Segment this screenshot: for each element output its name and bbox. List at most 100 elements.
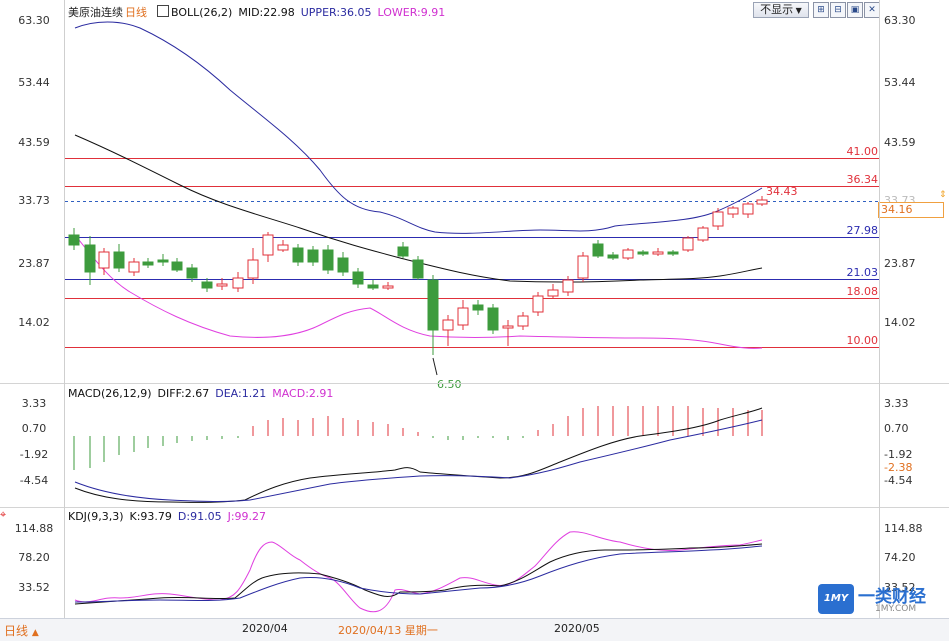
candle-body (427, 279, 439, 331)
y-tick-right: 43.59 (884, 136, 916, 149)
symbol-name: 美原油连续 (68, 6, 123, 19)
candle-body (592, 243, 604, 257)
date-label: 2020/05 (554, 622, 600, 635)
candle-body (607, 254, 619, 259)
candle-body (517, 315, 529, 327)
pane-separator[interactable] (0, 507, 949, 508)
hide-button-label: 不显示 (760, 3, 794, 16)
candle-body (128, 261, 140, 273)
boll-label: BOLL(26,2) (171, 6, 233, 19)
macd-tick-right: -4.54 (884, 474, 913, 487)
bottom-bar (0, 618, 949, 641)
kdj-tick: 114.88 (14, 522, 54, 535)
candle-body (352, 271, 364, 285)
kdj-tick-right: 114.88 (884, 522, 923, 535)
kdj-tick-right: 33.52 (884, 581, 916, 594)
boll-lower: LOWER:9.91 (377, 6, 446, 19)
zoom-out-icon[interactable]: ⊟ (830, 2, 846, 18)
candle-body (412, 259, 424, 279)
candle-body (382, 285, 394, 289)
macd-tick-right: -1.92 (884, 448, 913, 461)
macd-tick-right: 3.33 (884, 397, 909, 410)
macd-tick-right: 0.70 (884, 422, 909, 435)
scroll-arrows-icon[interactable]: ⇕ (939, 190, 947, 200)
kdj-label: KDJ(9,3,3) (68, 510, 124, 523)
chart-header: 美原油连续 日线 BOLL(26,2) MID:22.98 UPPER:36.05 LOW… (68, 4, 451, 20)
current-price-tag: 34.16 (878, 202, 944, 218)
macd-tick: 3.33 (21, 397, 47, 410)
candle-body (697, 227, 709, 241)
boll-mid-line (74, 134, 763, 283)
candle-body (742, 203, 754, 215)
y-tick: 33.73 (18, 194, 50, 207)
candle-body (216, 283, 228, 287)
macd-dea: DEA:1.21 (215, 387, 267, 400)
candle-body (277, 244, 289, 251)
candle-body (667, 251, 679, 255)
period-selector[interactable]: 日线 (125, 6, 147, 19)
candle-body (727, 207, 739, 215)
price-line-label: 36.34 (846, 173, 879, 186)
pane-separator[interactable] (0, 383, 949, 384)
macd-diff: DIFF:2.67 (157, 387, 210, 400)
candle-body (457, 307, 469, 326)
candle-body (171, 261, 183, 271)
brand-name: 一类财经 (858, 587, 926, 607)
kdj-header: KDJ(9,3,3) K:93.79 D:91.05 J:99.27 (68, 510, 272, 523)
kdj-tick: 33.52 (18, 581, 50, 594)
candle-body (337, 257, 349, 273)
candle-body (487, 307, 499, 331)
macd-tick: -4.54 (19, 474, 49, 487)
candle-body (367, 284, 379, 289)
triangle-up-icon: ▲ (31, 628, 39, 638)
zoom-in-icon[interactable]: ⊞ (813, 2, 829, 18)
macd-label: MACD(26,12,9) (68, 387, 152, 400)
cursor-date-label: 2020/04/13 星期一 (338, 624, 438, 637)
candle-body (201, 281, 213, 289)
macd-current-tag: -2.38 (884, 461, 913, 474)
candle-body (547, 289, 559, 297)
macd-histogram (73, 406, 763, 470)
kdj-d: D:91.05 (177, 510, 222, 523)
crosshair-icon[interactable]: ⌖ (0, 508, 7, 521)
kdj-k-line (74, 543, 763, 605)
macd-value: MACD:2.91 (272, 387, 334, 400)
candle-body (322, 249, 334, 271)
date-label: 2020/04 (242, 622, 288, 635)
candle-body (98, 251, 110, 269)
macd-tick: -1.92 (19, 448, 49, 461)
window-icon[interactable]: ▣ (847, 2, 863, 18)
y-tick-right: 63.30 (884, 14, 916, 27)
candle-body (682, 237, 694, 251)
y-tick: 43.59 (18, 136, 50, 149)
bottom-period-selector[interactable]: 日线 ▲ (4, 622, 39, 639)
kdj-k: K:93.79 (129, 510, 172, 523)
y-tick: 14.02 (18, 316, 50, 329)
candle-body (397, 246, 409, 257)
candle-body (442, 319, 454, 331)
low-annotation-pointer (432, 357, 438, 376)
candle-body (84, 244, 96, 273)
candle-body (68, 234, 80, 246)
price-line-label: 27.98 (846, 224, 879, 237)
kdj-j: J:99.27 (227, 510, 267, 523)
price-line-label: 21.03 (846, 266, 879, 279)
boll-toggle-icon[interactable] (157, 5, 169, 17)
candle-body (532, 295, 544, 313)
candlestick-series (68, 196, 768, 355)
low-annotation: 6.50 (437, 378, 462, 391)
candle-body (756, 199, 768, 205)
y-tick: 53.44 (18, 76, 50, 89)
candle-body (157, 259, 169, 263)
boll-upper-line (74, 21, 763, 234)
hide-button[interactable]: 不显示 ▼ (753, 2, 809, 18)
chevron-down-icon: ▼ (793, 6, 802, 15)
boll-mid: MID:22.98 (238, 6, 295, 19)
y-tick-right: 53.44 (884, 76, 916, 89)
y-tick: 23.87 (18, 257, 50, 270)
candle-body (186, 267, 198, 279)
candle-body (472, 304, 484, 311)
y-tick-right: 23.87 (884, 257, 916, 270)
candle-body (113, 251, 125, 269)
